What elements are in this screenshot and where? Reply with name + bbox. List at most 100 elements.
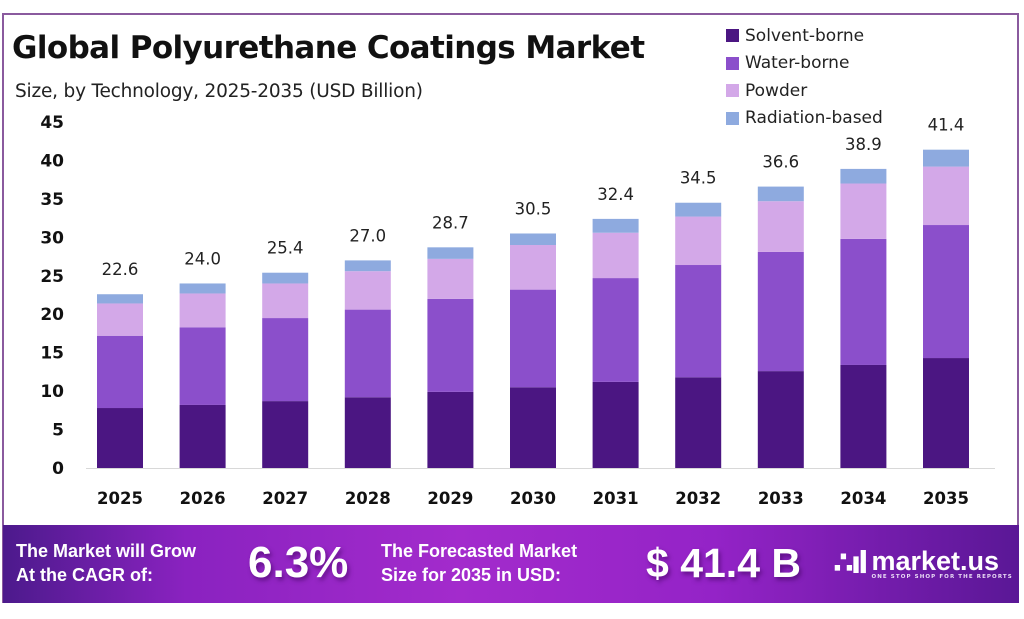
total-label-2028: 27.0	[349, 226, 386, 245]
bar-segment-water-borne-2028	[344, 309, 391, 398]
bar-segment-solvent-borne-2027	[262, 401, 309, 468]
total-label-2027: 25.4	[267, 239, 304, 258]
legend: Solvent-borne Water-borne Powder Radiati…	[726, 22, 883, 132]
bar-segment-solvent-borne-2028	[344, 397, 391, 468]
legend-item-powder: Powder	[726, 77, 883, 105]
bar-group-2028	[344, 260, 391, 468]
bar-segment-solvent-borne-2035	[923, 358, 969, 468]
logo-name: market.us	[871, 545, 1000, 576]
logo-mark-icon: ∴ıl	[833, 546, 868, 581]
bar-segment-radiation-based-2033	[757, 186, 804, 202]
bar-segment-solvent-borne-2029	[427, 391, 474, 468]
x-tick-label: 2032	[675, 489, 721, 508]
total-label-2026: 24.0	[184, 249, 221, 268]
bar-segment-solvent-borne-2031	[592, 381, 639, 468]
bar-segment-powder-2025	[97, 303, 143, 336]
legend-label: Powder	[745, 80, 808, 101]
bar-segment-solvent-borne-2025	[97, 408, 143, 468]
y-tick-label: 45	[40, 113, 64, 133]
cagr-label-line2: At the CAGR of:	[16, 565, 153, 585]
forecast-label-line1: The Forecasted Market	[381, 541, 578, 561]
bar-group-2034	[840, 168, 887, 468]
legend-swatch-powder	[726, 84, 739, 98]
bar-segment-radiation-based-2032	[675, 202, 722, 217]
bar-group-2030	[510, 233, 556, 468]
legend-item-radiation-based: Radiation-based	[726, 105, 883, 133]
bar-segment-water-borne-2027	[262, 318, 309, 402]
total-label-2025: 22.6	[102, 260, 139, 279]
bar-segment-water-borne-2031	[592, 278, 639, 382]
legend-swatch-solvent-borne	[726, 29, 739, 43]
bar-segment-radiation-based-2029	[427, 247, 474, 259]
bar-segment-powder-2031	[592, 232, 639, 279]
forecast-value: $ 41.4 B	[646, 540, 801, 586]
forecast-label-line2: Size for 2035 in USD:	[381, 565, 562, 585]
bar-segment-radiation-based-2035	[923, 149, 969, 167]
bar-group-2031	[592, 218, 639, 468]
bar-segment-solvent-borne-2034	[840, 364, 887, 468]
x-tick-label: 2029	[427, 489, 473, 508]
bar-segment-water-borne-2032	[675, 265, 722, 378]
bar-segment-water-borne-2026	[179, 327, 226, 405]
bar-segment-solvent-borne-2032	[675, 377, 722, 468]
y-tick-label: 25	[40, 267, 64, 287]
bar-group-2027	[262, 272, 309, 468]
y-tick-label: 40	[40, 151, 64, 171]
bar-group-2032	[675, 202, 722, 468]
y-tick-label: 10	[40, 382, 64, 402]
bar-segment-solvent-borne-2026	[179, 404, 226, 468]
chart-subtitle: Size, by Technology, 2025-2035 (USD Bill…	[15, 81, 423, 102]
bar-segment-powder-2033	[757, 201, 804, 252]
x-tick-label: 2035	[923, 489, 969, 508]
bar-segment-powder-2034	[840, 183, 887, 239]
bar-group-2025	[97, 294, 143, 468]
bar-segment-radiation-based-2031	[592, 218, 639, 233]
bar-segment-solvent-borne-2033	[757, 371, 804, 468]
y-tick-label: 20	[40, 305, 64, 325]
bar-segment-powder-2029	[427, 258, 474, 299]
bar-segment-water-borne-2034	[840, 238, 887, 365]
total-labels: 22.6 24.0 25.4 27.0 28.7 30.5 32.4 34.5 36.6 38.9…	[102, 116, 965, 280]
legend-label: Radiation-based	[745, 108, 883, 129]
cagr-label: The Market will Grow At the CAGR of:	[16, 539, 196, 587]
y-tick-label: 0	[52, 459, 64, 479]
bars	[97, 149, 969, 468]
legend-label: Water-borne	[745, 53, 850, 74]
bar-segment-powder-2030	[510, 245, 556, 290]
bar-segment-radiation-based-2034	[840, 168, 887, 184]
cagr-value: 6.3%	[248, 538, 349, 587]
y-tick-label: 15	[40, 344, 64, 364]
bar-segment-powder-2028	[344, 271, 391, 310]
x-tick-label: 2028	[345, 489, 391, 508]
cagr-label-line1: The Market will Grow	[16, 541, 197, 561]
bar-segment-radiation-based-2025	[97, 294, 143, 304]
legend-swatch-radiation-based	[726, 111, 739, 125]
bar-segment-radiation-based-2030	[510, 233, 556, 246]
total-label-2033: 36.6	[762, 153, 799, 172]
bar-segment-water-borne-2035	[923, 225, 969, 359]
forecast-label: The Forecasted Market Size for 2035 in U…	[381, 539, 577, 587]
total-label-2035: 41.4	[928, 116, 965, 135]
legend-item-solvent-borne: Solvent-borne	[726, 22, 883, 50]
bar-segment-radiation-based-2026	[179, 283, 226, 294]
y-tick-label: 5	[52, 421, 64, 441]
market-us-logo: ∴ıl market.us ONE STOP SHOP FOR THE REPO…	[833, 546, 1013, 581]
bar-group-2026	[179, 283, 226, 468]
legend-swatch-water-borne	[726, 56, 739, 70]
summary-banner	[3, 525, 1019, 603]
legend-item-water-borne: Water-borne	[726, 50, 883, 78]
total-label-2034: 38.9	[845, 135, 882, 154]
bar-segment-water-borne-2030	[510, 289, 556, 388]
bar-group-2033	[757, 186, 804, 468]
x-axis: 2025 2026 2027 2028 2029 2030 2031 2032 2033 2034…	[86, 468, 995, 508]
x-tick-label: 2025	[97, 489, 143, 508]
total-label-2030: 30.5	[515, 199, 552, 218]
x-tick-label: 2034	[840, 489, 886, 508]
y-tick-label: 35	[40, 190, 64, 210]
bar-segment-powder-2032	[675, 216, 722, 266]
bar-group-2035	[923, 149, 969, 468]
total-label-2029: 28.7	[432, 213, 469, 232]
bar-segment-powder-2035	[923, 166, 969, 226]
bar-segment-radiation-based-2027	[262, 272, 309, 284]
